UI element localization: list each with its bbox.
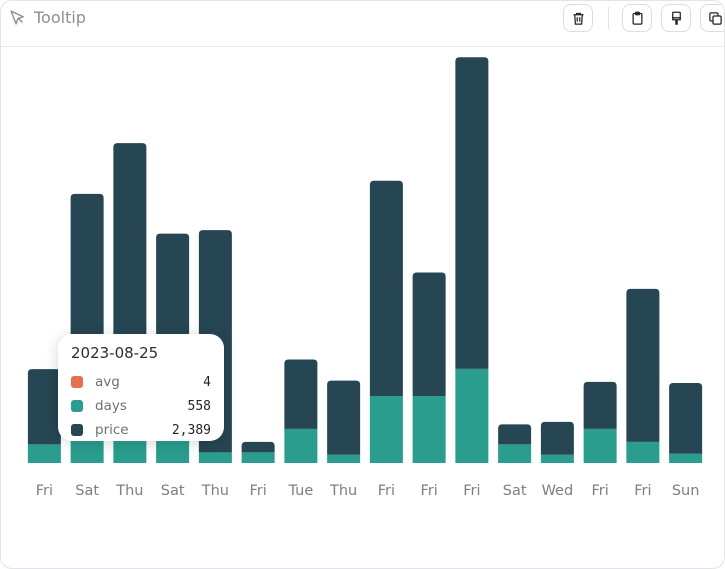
bar-price-8[interactable] (369, 180, 403, 396)
bar-days-9[interactable] (412, 395, 446, 463)
tooltip: 2023-08-25 avg 4 days 558 price 2,389 (58, 334, 224, 441)
x-tick-label: Fri (591, 483, 608, 499)
bar-days-14[interactable] (626, 441, 660, 463)
bar-days-5[interactable] (241, 452, 275, 463)
bar-price-15[interactable] (669, 383, 703, 454)
x-tick-label: Sat (503, 483, 527, 499)
x-tick-label: Sun (672, 483, 700, 499)
clipboard-icon (632, 11, 642, 25)
x-tick-label: Sat (161, 483, 185, 499)
tooltip-value-avg: 4 (203, 374, 211, 390)
bar-days-0[interactable] (27, 444, 61, 463)
tooltip-value-days: 558 (187, 398, 211, 414)
tooltip-label-days: days (95, 398, 127, 414)
bar-price-0[interactable] (27, 369, 61, 445)
price-swatch (71, 424, 83, 436)
bar-price-5[interactable] (241, 441, 275, 453)
bar-price-10[interactable] (455, 57, 489, 369)
paste-button[interactable] (622, 4, 652, 32)
x-tick-label: Fri (463, 483, 480, 499)
tooltip-label-avg: avg (95, 374, 120, 390)
x-tick-label: Sat (75, 483, 99, 499)
pointer-icon (10, 10, 24, 25)
x-tick-label: Thu (115, 483, 143, 499)
delete-button[interactable] (563, 4, 593, 32)
x-tick-label: Tue (287, 483, 313, 499)
bar-price-9[interactable] (412, 272, 446, 396)
x-tick-label: Fri (378, 483, 395, 499)
tooltip-row-days: days 558 (71, 394, 211, 418)
bar-days-7[interactable] (327, 454, 361, 463)
trash-icon (573, 12, 583, 25)
bar-price-14[interactable] (626, 288, 660, 442)
x-tick-label: Thu (329, 483, 357, 499)
tooltip-row-avg: avg 4 (71, 370, 211, 394)
copy-icon (708, 11, 722, 25)
bar-days-8[interactable] (369, 395, 403, 463)
tooltip-row-price: price 2,389 (71, 418, 211, 442)
x-tick-label: Thu (201, 483, 229, 499)
bar-price-12[interactable] (540, 421, 574, 455)
tooltip-label-price: price (95, 422, 129, 438)
paintbrush-icon (671, 11, 681, 25)
bar-price-11[interactable] (498, 424, 532, 445)
toolbar (563, 4, 724, 32)
x-tick-label: Fri (249, 483, 266, 499)
card-header: Tooltip (1, 1, 724, 47)
title-group: Tooltip (9, 8, 86, 27)
tooltip-date: 2023-08-25 (71, 344, 159, 362)
bar-days-13[interactable] (583, 428, 617, 463)
toolbar-divider (608, 7, 609, 29)
x-tick-label: Fri (634, 483, 651, 499)
x-tick-label: Wed (542, 483, 574, 499)
avg-swatch (71, 376, 83, 388)
bar-days-11[interactable] (498, 444, 532, 463)
bar-days-15[interactable] (669, 453, 703, 463)
tooltip-value-price: 2,389 (171, 422, 211, 438)
bar-price-13[interactable] (583, 381, 617, 429)
format-button[interactable] (661, 4, 691, 32)
bar-price-7[interactable] (327, 380, 361, 455)
days-swatch (71, 400, 83, 412)
copy-button[interactable] (700, 4, 724, 32)
card-title: Tooltip (34, 8, 86, 27)
bar-price-6[interactable] (284, 359, 318, 429)
x-tick-label: Fri (36, 483, 53, 499)
bar-days-10[interactable] (455, 368, 489, 463)
bar-days-4[interactable] (198, 452, 232, 463)
bar-days-12[interactable] (540, 454, 574, 463)
x-tick-label: Fri (420, 483, 437, 499)
bar-days-6[interactable] (284, 428, 318, 463)
